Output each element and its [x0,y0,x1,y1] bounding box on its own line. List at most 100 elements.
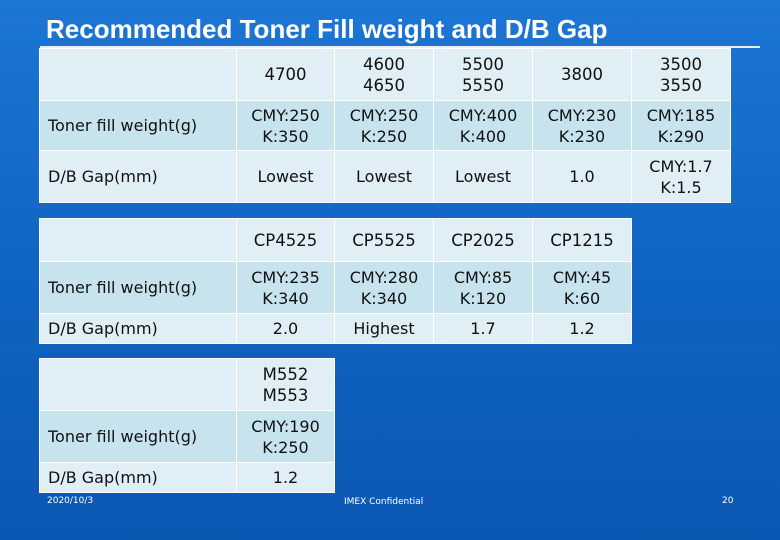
model-line: 4600 [363,54,405,74]
gap-row: D/B Gap(mm) Lowest Lowest Lowest 1.0 CMY… [39,150,731,203]
value-line: K:250 [262,437,309,457]
value-line: Lowest [455,167,511,186]
value-cell: CMY:190 K:250 [236,410,335,463]
value-cell: Lowest [236,150,335,203]
model-line: 3800 [561,65,603,84]
row-label: D/B Gap(mm) [39,462,237,493]
model-line: 4700 [264,65,307,84]
model-header: CP2025 [433,218,533,262]
model-header: 5500 5550 [433,48,533,101]
model-line: 3500 [660,54,702,74]
value-cell: CMY:230 K:230 [532,100,632,151]
value-line: 1.7 [470,319,496,338]
value-line: K:120 [459,288,507,308]
row-label: Toner fill weight(g) [39,261,237,314]
value-line: CMY:85 [453,267,513,287]
toner-row: Toner fill weight(g) CMY:190 K:250 [39,410,335,463]
value-line: K:400 [459,126,507,146]
gap-row: D/B Gap(mm) 2.0 Highest 1.7 1.2 [39,313,632,344]
fill-table-1: 4700 4600 4650 5500 5550 3800 3500 3550 Ton… [39,48,731,203]
value-cell: CMY:1.7 K:1.5 [631,150,731,203]
fill-table-2: CP4525 CP5525 CP2025 CP1215 Toner fill w… [39,218,632,344]
corner-cell [39,218,237,262]
value-cell: CMY:400 K:400 [433,100,533,151]
model-line: 5550 [462,75,504,95]
value-cell: CMY:235 K:340 [236,261,335,314]
value-line: CMY:280 [349,267,419,287]
value-line: CMY:230 [547,105,617,125]
value-line: CMY:185 [646,105,716,125]
row-label: Toner fill weight(g) [39,100,237,151]
value-cell: Lowest [433,150,533,203]
value-line: CMY:1.7 [649,156,713,176]
value-line: Lowest [356,167,412,186]
toner-row: Toner fill weight(g) CMY:235 K:340 CMY:28… [39,261,632,314]
model-header: CP5525 [334,218,434,262]
model-line: 4650 [363,75,405,95]
value-line: K:290 [657,126,705,146]
page-title: Recommended Toner Fill weight and D/B Ga… [46,14,608,44]
corner-cell [39,358,237,411]
model-header: 3500 3550 [631,48,731,101]
value-line: 1.2 [272,468,299,487]
value-line: CMY:235 [251,267,320,287]
row-label: Toner fill weight(g) [39,410,237,463]
model-line: M552 [262,364,309,384]
footer-page-number: 20 [722,496,734,506]
title-divider [40,46,760,48]
value-line: K:250 [360,126,408,146]
model-line: CP2025 [451,230,515,250]
model-header: M552 M553 [236,358,335,411]
model-line: 5500 [462,54,504,74]
value-cell: CMY:250 K:350 [236,100,335,151]
value-line: K:60 [563,288,601,308]
header-row: CP4525 CP5525 CP2025 CP1215 [39,218,632,262]
model-line: M553 [262,385,309,405]
value-line: 1.2 [569,319,595,338]
toner-row: Toner fill weight(g) CMY:250 K:350 CMY:25… [39,100,731,151]
value-cell: CMY:45 K:60 [532,261,632,314]
corner-cell [39,48,237,101]
footer-date: 2020/10/3 [47,496,94,506]
footer-confidential: IMEX Confidential [344,497,424,507]
row-label: D/B Gap(mm) [39,150,237,203]
value-line: 2.0 [272,319,299,338]
model-header: CP1215 [532,218,632,262]
model-line: 3550 [660,75,702,95]
value-cell: 1.0 [532,150,632,203]
value-line: CMY:250 [251,105,320,125]
header-row: 4700 4600 4650 5500 5550 3800 3500 3550 [39,48,731,101]
value-line: CMY:190 [251,416,320,436]
value-line: K:350 [262,126,309,146]
model-line: CP1215 [550,230,614,250]
value-cell: CMY:280 K:340 [334,261,434,314]
value-line: Lowest [257,167,314,186]
model-header: 3800 [532,48,632,101]
value-line: K:1.5 [660,177,702,197]
value-line: K:340 [262,288,309,308]
value-line: K:230 [558,126,606,146]
value-line: 1.0 [569,167,595,186]
value-cell: 1.2 [532,313,632,344]
value-cell: 1.2 [236,462,335,493]
row-label: D/B Gap(mm) [39,313,237,344]
value-cell: 1.7 [433,313,533,344]
header-row: M552 M553 [39,358,335,411]
model-line: CP4525 [253,230,318,250]
value-cell: Highest [334,313,434,344]
value-cell: Lowest [334,150,434,203]
model-header: CP4525 [236,218,335,262]
model-header: 4700 [236,48,335,101]
value-line: Highest [353,319,415,338]
value-cell: 2.0 [236,313,335,344]
model-line: CP5525 [352,230,416,250]
model-header: 4600 4650 [334,48,434,101]
fill-table-3: M552 M553 Toner fill weight(g) CMY:190 K:2… [39,358,335,493]
value-line: K:340 [360,288,408,308]
value-cell: CMY:85 K:120 [433,261,533,314]
value-line: CMY:400 [448,105,518,125]
value-line: CMY:250 [349,105,419,125]
value-cell: CMY:185 K:290 [631,100,731,151]
value-line: CMY:45 [552,267,612,287]
gap-row: D/B Gap(mm) 1.2 [39,462,335,493]
